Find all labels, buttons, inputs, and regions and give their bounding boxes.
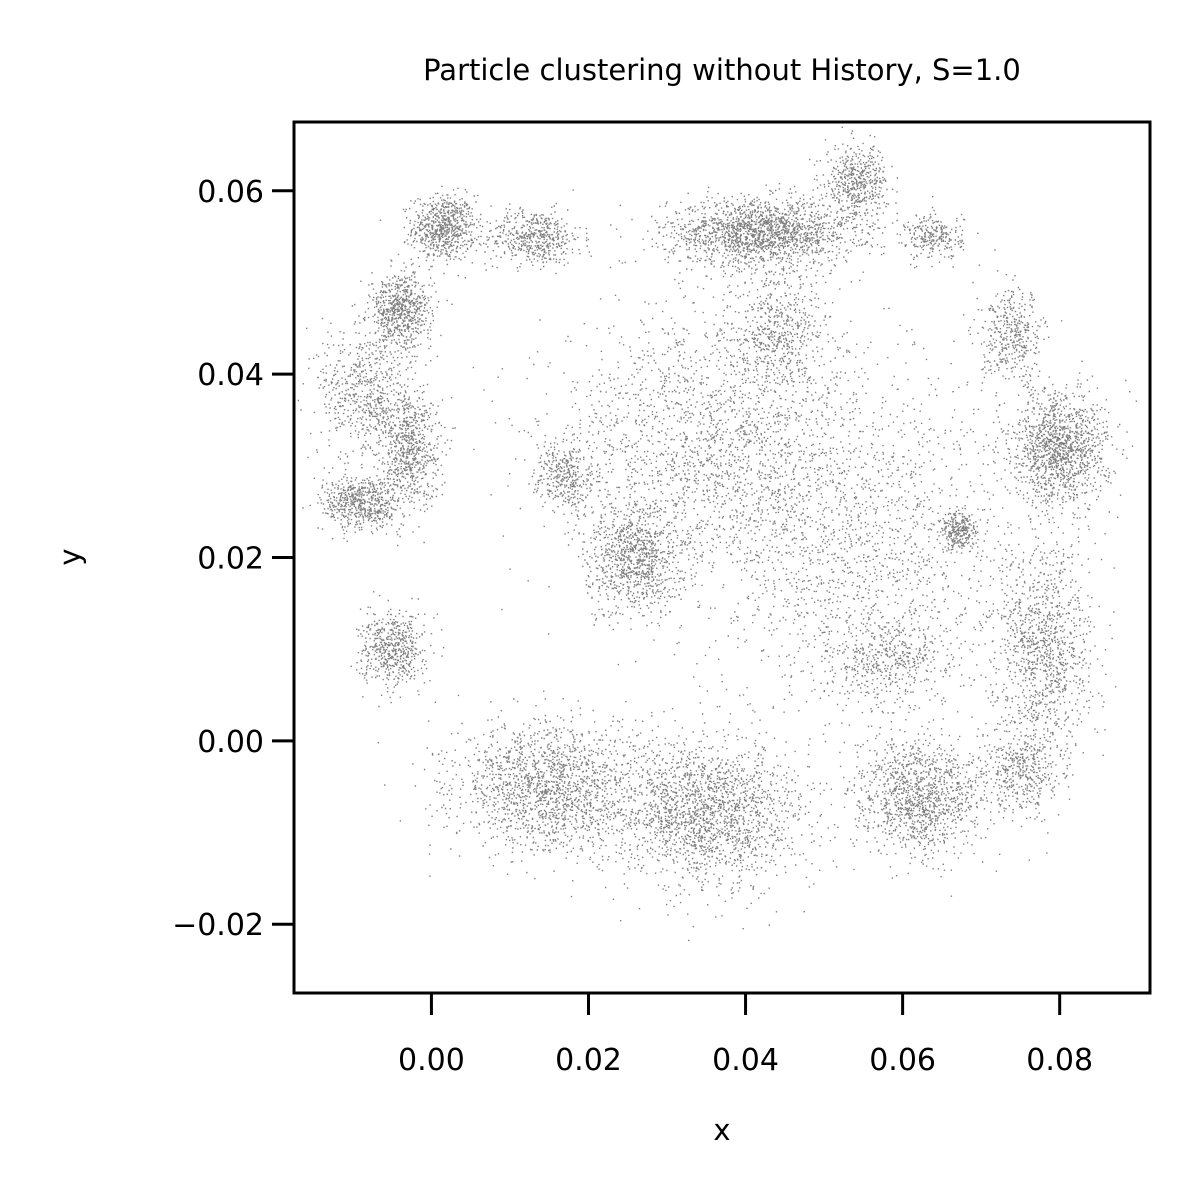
chart-title: Particle clustering without History, S=1… — [423, 53, 1021, 87]
axes-frame — [292, 120, 1152, 995]
x-tick-label: 0.02 — [555, 1043, 622, 1078]
y-axis-label: y — [53, 548, 87, 565]
y-axis-ticks: −0.02 0.00 0.02 0.04 0.06 — [172, 175, 294, 943]
x-axis-label: x — [713, 1113, 730, 1147]
y-tick-label: 0.04 — [197, 358, 264, 393]
y-tick-label: −0.02 — [172, 908, 264, 943]
x-axis-ticks: 0.00 0.02 0.04 0.06 0.08 — [398, 993, 1093, 1078]
y-tick-label: 0.00 — [197, 725, 264, 760]
y-tick-label: 0.02 — [197, 542, 264, 577]
x-tick-label: 0.00 — [398, 1043, 465, 1078]
y-tick-label: 0.06 — [197, 175, 264, 210]
scatter-point-cloud — [297, 126, 1137, 942]
x-tick-label: 0.04 — [712, 1043, 779, 1078]
x-tick-label: 0.06 — [869, 1043, 936, 1078]
scatter-points — [297, 126, 1137, 942]
x-tick-label: 0.08 — [1026, 1043, 1093, 1078]
